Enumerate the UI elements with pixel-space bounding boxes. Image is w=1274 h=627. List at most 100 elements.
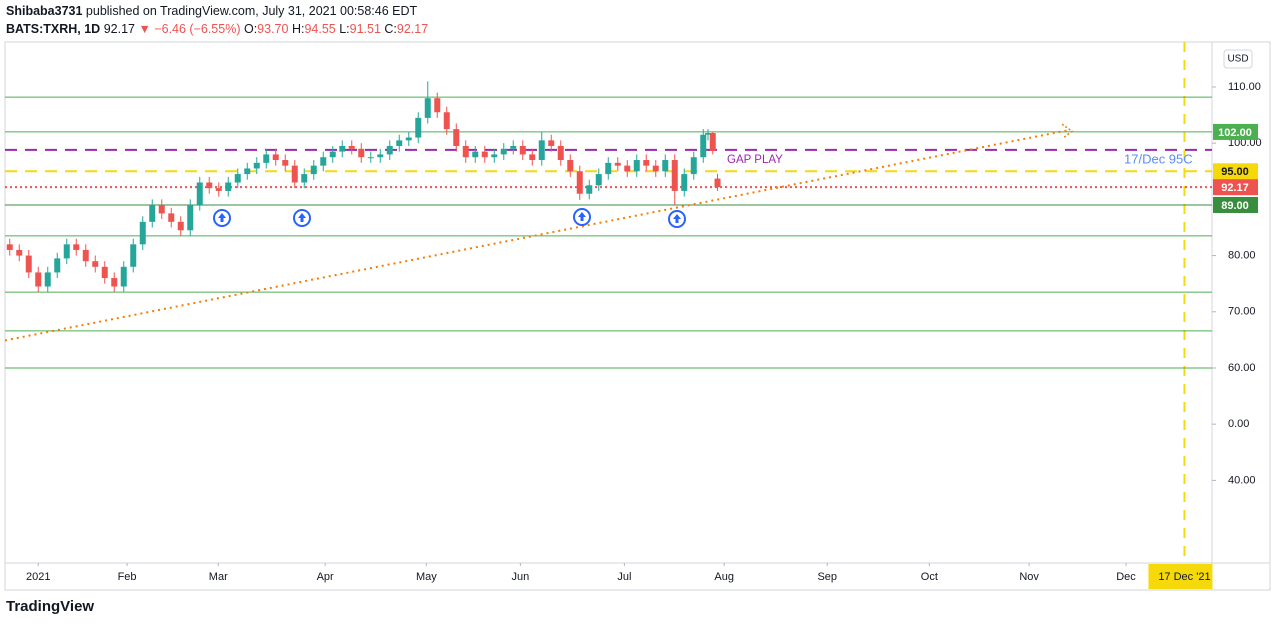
up-arrow-icon [668, 210, 686, 228]
candle-body [462, 145, 469, 158]
candle-body [443, 112, 450, 130]
candle-body [633, 160, 640, 172]
symbol: BATS:TXRH, 1D [6, 22, 101, 36]
candle-body [111, 278, 118, 287]
candle-body [709, 133, 716, 151]
candle-body [714, 178, 721, 188]
candle-body [272, 154, 279, 161]
candle-body [158, 204, 165, 214]
currency: USD [1227, 54, 1248, 65]
x-tick-label: Sep [817, 571, 837, 583]
price-badge-label: 95.00 [1221, 166, 1249, 178]
price-badge-label: 102.00 [1218, 127, 1252, 139]
candle-body [434, 98, 441, 113]
candle-body [624, 165, 631, 172]
candle-body [73, 244, 80, 250]
candle-body [282, 160, 289, 166]
ohlc-key: C: [384, 22, 397, 36]
price-badge [1213, 163, 1258, 180]
candle-body [215, 188, 222, 191]
candle-body [54, 258, 61, 273]
price-badge-label: 92.17 [1221, 182, 1249, 194]
candle-body [643, 160, 650, 166]
candle-body [424, 98, 431, 118]
candle-body [662, 160, 669, 172]
symbol-line: BATS:TXRH, 1D 92.17 ▼ −6.46 (−6.55%) O:9… [6, 22, 428, 36]
trendline-arrow [1061, 123, 1074, 138]
price-badge [1213, 123, 1258, 140]
candle-body [187, 204, 194, 231]
candle-body [25, 255, 32, 273]
candle-body [92, 261, 99, 267]
candle-body [120, 266, 127, 287]
candle-body [472, 151, 479, 158]
candle-body [614, 162, 621, 166]
candle-body [177, 221, 184, 231]
candle-body [605, 162, 612, 175]
candle-body [377, 154, 384, 158]
candle-body [263, 154, 270, 163]
x-tick-label: 17 Dec '21 [1158, 571, 1210, 583]
ohlc-key: H: [291, 22, 305, 36]
candle-body [82, 249, 89, 262]
ohlc-value: 94.55 [304, 22, 336, 36]
change: ▼ −6.46 (−6.55%) [138, 22, 241, 36]
up-arrow-icon [213, 209, 231, 227]
x-tick-label: Nov [1019, 571, 1039, 583]
candle-body [500, 148, 507, 155]
ohlc-value: 92.17 [396, 22, 429, 36]
author: Shibaba3731 [6, 4, 83, 18]
candle-body [329, 151, 336, 158]
candle-body [557, 145, 564, 161]
candle-body [253, 162, 260, 169]
y-tick-label: 100.00 [1228, 137, 1262, 149]
ohlc-value: 93.70 [257, 22, 289, 36]
x-tick-label: Aug [714, 571, 734, 583]
price-badge [1213, 179, 1258, 196]
candle-body [595, 174, 602, 186]
candle-body [310, 165, 317, 175]
logo: TradingView [6, 598, 94, 615]
candle-body [168, 213, 175, 222]
candle-body [244, 168, 251, 175]
candle-body [339, 145, 346, 152]
x-tick-label: 2021 [26, 571, 50, 583]
y-tick-label: 110.00 [1228, 81, 1261, 93]
chart: USD 110.00 100.00 80.00 70.00 60.00 0.00 40.00… [4, 41, 1271, 591]
x-tick-label: Apr [317, 571, 334, 583]
y-tick-label: 70.00 [1228, 306, 1256, 318]
candle-body [139, 221, 146, 245]
ohlc-key: O: [243, 22, 258, 36]
candle-body [348, 145, 355, 149]
candle-body [320, 157, 327, 166]
candle-body [671, 160, 678, 191]
ohlc-value: 91.51 [349, 22, 381, 36]
candle-body [415, 117, 422, 138]
y-tick-label: 60.00 [1228, 362, 1256, 374]
price-badge-label: 89.00 [1221, 200, 1249, 212]
candle-body [576, 171, 583, 194]
x-tick-label: Jun [512, 571, 530, 583]
candle-body [586, 185, 593, 194]
y-tick-label: 80.00 [1228, 249, 1256, 261]
x-tick-label: Oct [921, 571, 938, 583]
up-arrow-icon [573, 208, 591, 226]
last-price: 92.17 [103, 22, 135, 36]
candle-body [130, 244, 137, 267]
x-tick-label: Dec [1116, 571, 1136, 583]
publish-info: published on TradingView.com, July 31, 2… [85, 4, 418, 18]
publish-line: Shibaba3731 published on TradingView.com… [6, 4, 417, 18]
candle-body [44, 272, 51, 287]
candle-body [652, 165, 659, 172]
candle-body [690, 157, 697, 175]
up-arrow-icon [293, 209, 311, 227]
x-tick-label: Jul [617, 571, 631, 583]
candle-body [519, 145, 526, 155]
arrow-icons [213, 208, 686, 228]
candle-body [196, 182, 203, 205]
price-badge [1213, 196, 1258, 213]
candle-body [291, 165, 298, 183]
candle-body [700, 134, 707, 158]
candle-body [681, 174, 688, 191]
